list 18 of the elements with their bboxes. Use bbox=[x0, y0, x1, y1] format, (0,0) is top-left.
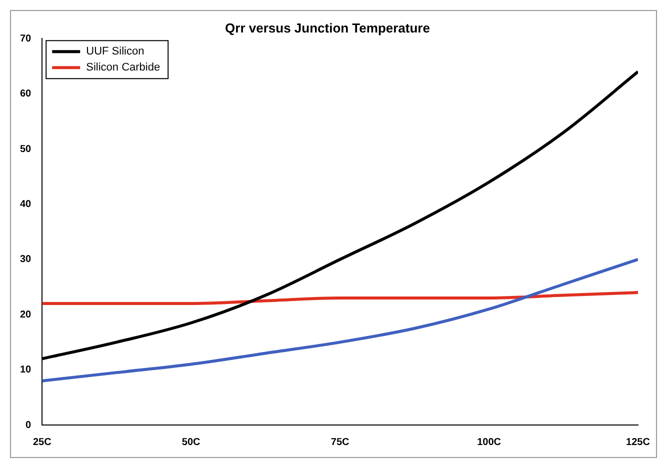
x-tick-label: 125C bbox=[626, 436, 650, 448]
x-tick-label: 25C bbox=[32, 436, 52, 448]
y-tick-label: 0 bbox=[26, 420, 32, 431]
x-tick-label: 50C bbox=[182, 436, 200, 448]
legend-label: UUF Silicon bbox=[86, 46, 144, 58]
y-tick-label: 60 bbox=[20, 88, 32, 100]
y-tick-label: 40 bbox=[20, 198, 32, 210]
legend-label: Silicon Carbide bbox=[86, 62, 160, 74]
x-tick-label: 75C bbox=[330, 436, 350, 448]
y-tick-label: 30 bbox=[20, 254, 32, 266]
chart-title: Qrr versus Junction Temperature bbox=[225, 20, 430, 36]
line-series bbox=[42, 258, 638, 382]
line-series bbox=[42, 291, 638, 306]
x-tick-label: 100C bbox=[477, 436, 501, 448]
y-tick-label: 70 bbox=[20, 33, 32, 44]
y-tick-label: 10 bbox=[20, 364, 32, 376]
y-tick-label: 20 bbox=[20, 309, 32, 320]
y-tick-label: 50 bbox=[20, 144, 32, 155]
